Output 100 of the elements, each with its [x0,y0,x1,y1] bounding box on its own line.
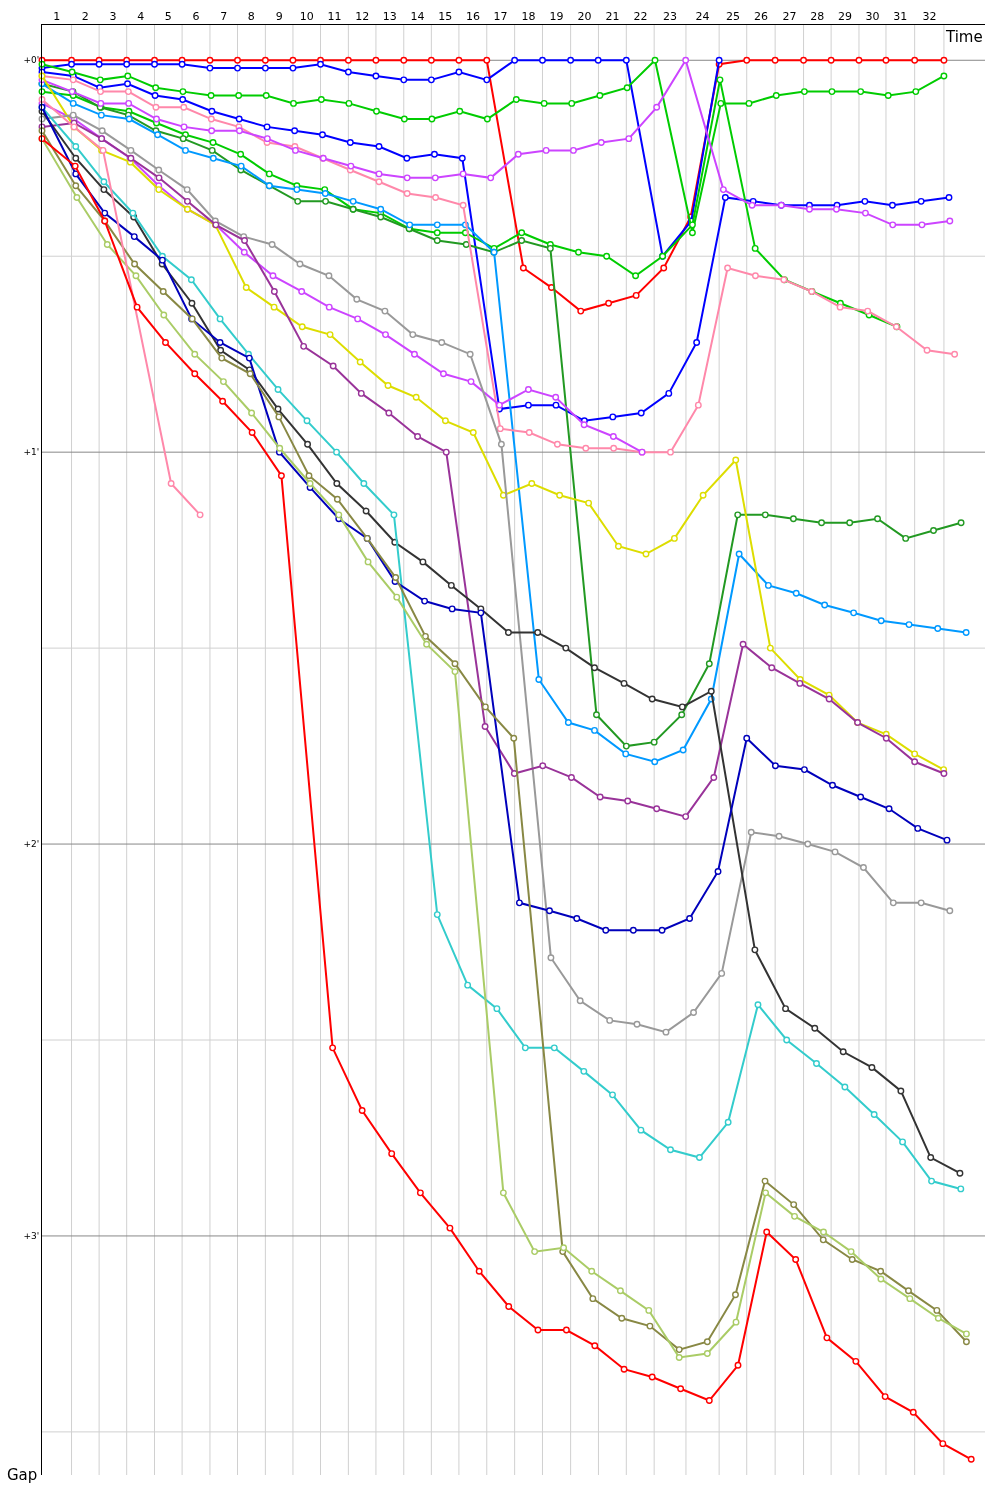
point [234,56,241,64]
point [71,162,79,170]
point [881,1393,889,1401]
point [151,60,158,68]
point [743,734,751,742]
point [217,346,225,354]
point [791,1212,798,1220]
y-tick-label: +0' [23,55,40,66]
point [160,311,168,319]
point [103,241,111,248]
point [428,115,436,123]
point [828,88,836,96]
point [73,193,81,201]
point [306,480,314,487]
point [667,448,674,456]
point [392,574,400,582]
point [448,605,456,613]
point [751,946,759,954]
point [216,315,224,323]
point [804,840,812,848]
point [718,969,726,977]
point [553,440,561,448]
point [97,111,105,119]
y-tick-label: +3' [23,1231,40,1242]
x-tick-label: 17 [493,9,508,23]
point [546,907,553,915]
point [882,734,890,742]
point [831,848,839,856]
point [623,84,631,92]
point [180,103,188,111]
point [933,1306,941,1314]
point [483,115,491,123]
point [580,1067,588,1075]
point [373,107,380,115]
point [679,746,687,754]
point [582,444,590,452]
x-tick-label: 1 [53,9,61,23]
point [930,527,937,534]
x-tick-label: 14 [410,9,425,23]
point [940,770,948,777]
point [928,1177,935,1185]
point [518,237,526,244]
point [446,1224,454,1232]
point [515,899,523,907]
point [751,244,759,252]
point [622,742,630,750]
x-tick-label: 32 [922,9,937,23]
point [240,248,248,256]
point [614,542,622,550]
point [321,190,329,197]
point [591,664,598,672]
point [263,135,271,143]
point [629,926,637,934]
point [241,237,248,244]
point [335,511,343,519]
point [811,1024,819,1032]
point [155,186,163,194]
point [276,444,284,452]
point [686,915,694,922]
point [270,288,278,295]
point [688,229,696,237]
point [277,472,285,480]
point [499,1189,507,1197]
point [912,88,920,96]
point [889,899,897,907]
point [806,205,813,213]
point [624,797,632,805]
point [329,362,337,370]
point [569,146,577,154]
point [603,252,611,260]
point [710,773,718,781]
point [412,393,420,401]
point [917,899,925,907]
point [406,221,414,229]
point [382,331,389,339]
point [946,217,954,225]
point [438,338,446,346]
point [716,76,724,84]
point [100,186,108,194]
point [510,734,518,742]
x-tick-label: 12 [355,9,370,23]
point [325,272,333,280]
point [196,511,204,519]
x-tick-label: 15 [438,9,453,23]
point [296,260,304,268]
point [432,193,440,201]
x-tick-label: 9 [275,9,283,23]
point [68,60,75,68]
point [455,68,463,76]
point [660,264,668,272]
point [818,519,825,527]
point [547,954,555,962]
point [289,64,297,72]
point [497,440,505,448]
point [967,1455,975,1463]
point [940,72,948,80]
x-tick-label: 23 [662,9,677,23]
point [591,1342,599,1350]
point [534,628,542,636]
point [648,1373,656,1381]
